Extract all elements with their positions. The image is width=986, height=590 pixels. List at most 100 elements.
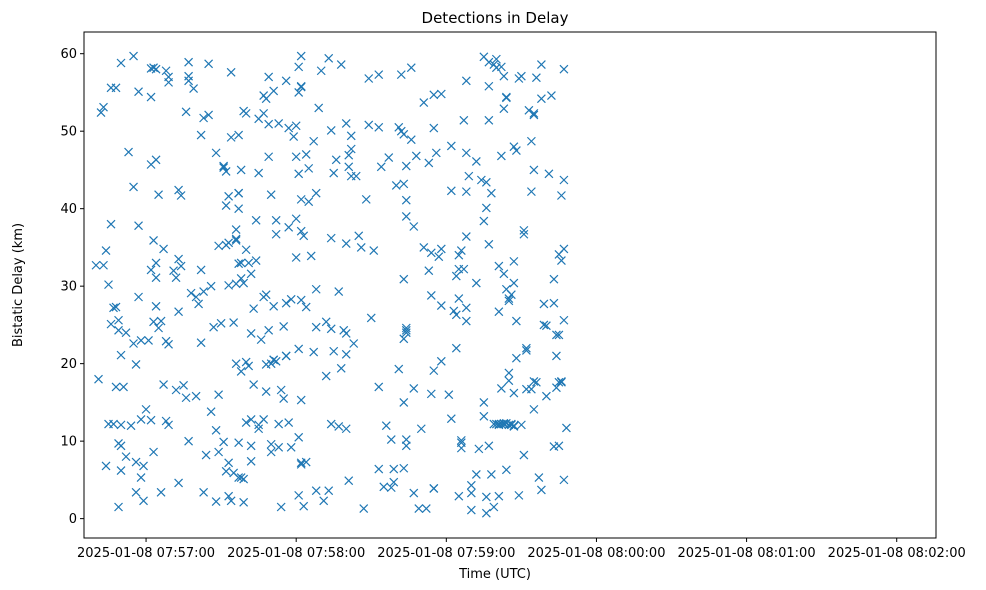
data-point — [204, 110, 214, 120]
data-point — [296, 395, 306, 405]
data-point — [454, 491, 464, 501]
data-point — [116, 58, 126, 68]
data-point — [504, 294, 514, 303]
data-point — [429, 90, 439, 100]
data-point — [521, 346, 531, 355]
data-point — [136, 473, 146, 482]
data-point — [164, 339, 173, 349]
data-point — [466, 488, 476, 498]
data-point — [236, 258, 246, 268]
data-point — [336, 60, 346, 69]
data-point — [351, 171, 361, 181]
data-point — [141, 404, 151, 414]
data-point — [241, 108, 251, 118]
data-point — [114, 325, 123, 335]
data-point — [471, 156, 481, 166]
data-point — [259, 415, 269, 424]
data-point — [216, 318, 226, 328]
data-point — [559, 475, 569, 485]
data-point — [409, 488, 419, 498]
data-point — [236, 273, 246, 283]
data-point — [539, 299, 549, 309]
data-point — [499, 104, 509, 114]
data-point — [509, 388, 519, 398]
data-point — [554, 377, 564, 387]
data-point — [526, 384, 536, 394]
data-point — [484, 57, 494, 67]
data-point — [239, 497, 249, 507]
x-tick-label: 2025-01-08 08:02:00 — [828, 546, 966, 561]
data-point — [481, 492, 491, 502]
data-point — [241, 357, 251, 367]
data-point — [374, 122, 384, 132]
data-point — [379, 482, 389, 492]
data-point — [229, 318, 239, 328]
data-point — [126, 421, 136, 431]
data-point — [219, 161, 229, 171]
data-point — [471, 470, 481, 479]
data-point — [306, 251, 316, 261]
data-point — [149, 447, 158, 457]
data-point — [179, 380, 189, 390]
data-point — [341, 424, 351, 434]
data-point — [259, 108, 269, 118]
data-point — [531, 73, 541, 83]
data-point — [466, 505, 476, 515]
data-point — [241, 245, 251, 255]
data-point — [284, 123, 294, 133]
data-point — [506, 290, 516, 300]
data-point — [156, 487, 166, 497]
data-point — [304, 163, 314, 173]
data-point — [341, 239, 351, 248]
data-point — [424, 158, 434, 168]
x-tick-label: 2025-01-08 08:01:00 — [678, 546, 816, 561]
data-point — [281, 76, 291, 86]
data-point — [246, 329, 256, 338]
data-point — [236, 473, 246, 482]
data-point — [529, 108, 539, 118]
x-tick-label: 2025-01-08 07:57:00 — [77, 546, 215, 561]
data-point — [296, 194, 306, 204]
data-point — [246, 269, 256, 279]
data-point — [284, 418, 294, 427]
data-point — [94, 374, 103, 384]
data-point — [291, 121, 301, 131]
data-point — [484, 239, 494, 249]
data-point — [269, 355, 279, 365]
data-point — [156, 316, 166, 326]
data-point — [299, 501, 309, 511]
data-point — [461, 316, 471, 326]
data-point — [239, 278, 249, 288]
data-point — [254, 168, 264, 178]
data-point — [146, 415, 156, 425]
chart-title: Detections in Delay — [422, 9, 569, 27]
data-point — [479, 411, 489, 421]
data-point — [344, 476, 354, 486]
data-point — [446, 186, 456, 196]
data-point — [449, 306, 459, 316]
data-point — [174, 307, 184, 317]
y-tick-label: 0 — [69, 512, 77, 527]
data-point — [461, 232, 471, 241]
data-point — [509, 142, 519, 152]
data-point — [436, 356, 446, 366]
data-point — [271, 229, 281, 239]
data-point — [309, 136, 319, 146]
data-point — [446, 414, 456, 424]
data-point — [99, 260, 108, 270]
data-point — [309, 347, 319, 357]
data-point — [136, 415, 146, 424]
data-point — [549, 274, 559, 284]
data-point — [269, 301, 279, 311]
y-tick-label: 50 — [60, 125, 77, 140]
data-point — [429, 483, 439, 493]
y-tick-label: 30 — [60, 280, 77, 295]
data-point — [209, 322, 219, 332]
data-point — [186, 288, 196, 298]
x-axis-label: Time (UTC) — [458, 567, 531, 582]
data-point — [484, 81, 494, 91]
data-point — [389, 477, 399, 487]
data-point — [501, 465, 511, 475]
data-point — [311, 486, 321, 496]
